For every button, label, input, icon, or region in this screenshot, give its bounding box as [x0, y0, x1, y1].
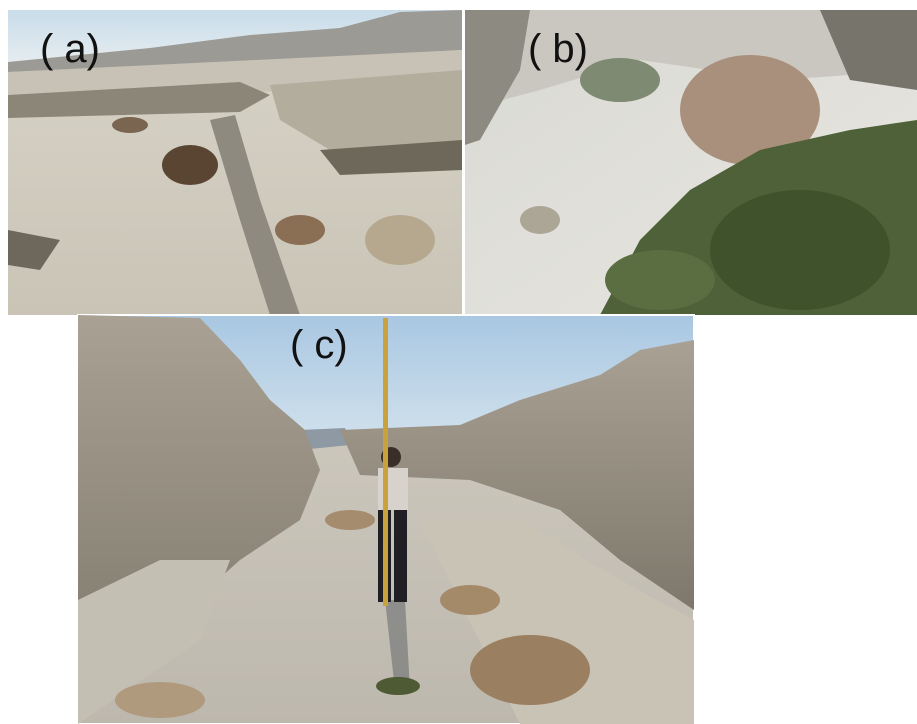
panel-label: ( b): [528, 27, 588, 71]
panel-label: ( c): [290, 323, 348, 367]
page: ( a) ( b) ( c) (() =>: [0, 0, 917, 724]
panel-c: ( c): [78, 315, 694, 724]
figure: ( a) ( b) ( c): [0, 0, 917, 724]
panel-a: ( a): [8, 10, 462, 315]
panel-b: ( b): [465, 10, 917, 315]
panel-label: ( a): [40, 27, 100, 71]
